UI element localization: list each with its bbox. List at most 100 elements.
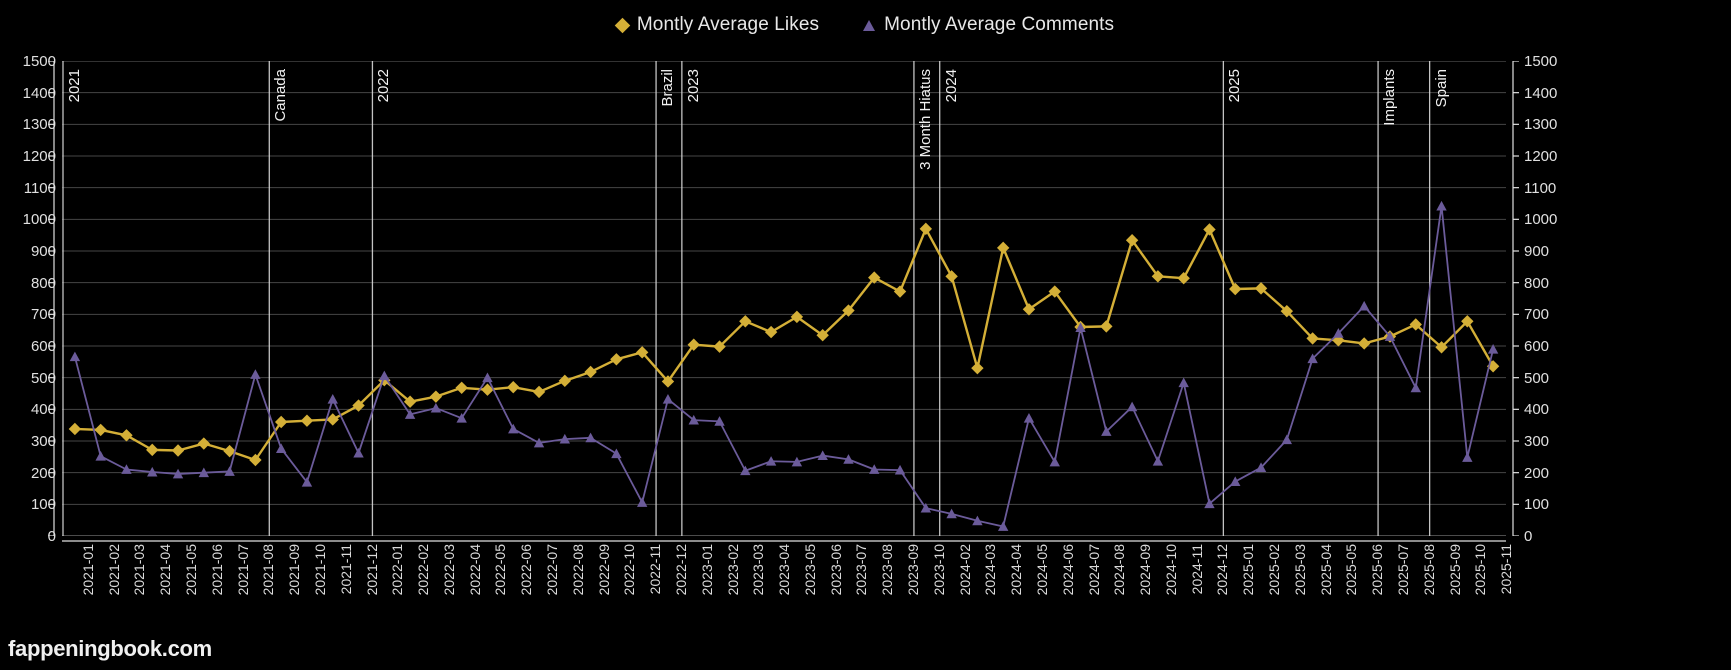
x-axis-tick-label: 2021-02	[105, 544, 122, 596]
data-point-marker	[662, 394, 674, 404]
data-point-marker	[790, 310, 804, 324]
x-axis: 2021-01 2021-02 2021-03 2021-04 2021-05 2021-…	[62, 540, 1514, 660]
diamond-marker-icon	[614, 17, 631, 33]
data-point-marker	[379, 370, 390, 381]
x-axis-tick-label: 2025-05	[1343, 544, 1360, 596]
x-axis-tick-label: 2022-11	[647, 544, 664, 595]
y-axis-tick-label-left: 1300	[22, 116, 56, 134]
data-point-marker	[1125, 234, 1139, 247]
data-point-marker	[223, 444, 236, 458]
data-point-marker	[274, 415, 288, 429]
data-point-marker	[482, 372, 493, 383]
event-annotation-label: Implants	[1381, 69, 1399, 126]
data-point-marker	[69, 351, 81, 362]
data-point-marker	[1333, 328, 1344, 338]
data-point-marker	[68, 422, 82, 436]
data-point-marker	[1229, 282, 1242, 296]
data-point-marker	[842, 304, 855, 317]
data-point-marker	[636, 497, 648, 507]
legend-item-likes[interactable]: Montly Average Likes	[614, 14, 820, 36]
x-axis-tick-label: 2025-07	[1394, 544, 1411, 596]
x-axis-tick-label: 2021-09	[286, 544, 303, 596]
x-axis-tick-label: 2023-04	[776, 544, 793, 596]
legend-item-comments[interactable]: Montly Average Comments	[863, 14, 1114, 36]
x-axis-tick-label: 2023-07	[853, 544, 870, 596]
data-point-marker	[558, 374, 572, 388]
data-point-marker	[687, 338, 700, 351]
x-axis-tick-label: 2025-11	[1498, 544, 1515, 595]
data-point-marker	[971, 361, 984, 375]
data-point-marker	[893, 285, 907, 298]
data-point-marker	[919, 222, 933, 236]
data-point-marker	[121, 464, 132, 474]
data-point-marker	[1126, 401, 1138, 412]
data-point-marker	[1022, 303, 1036, 316]
data-point-marker	[532, 385, 546, 399]
data-point-marker	[429, 390, 443, 403]
chart-legend: Montly Average Likes Montly Average Comm…	[0, 14, 1731, 36]
data-point-marker	[997, 521, 1009, 531]
data-point-marker	[661, 375, 675, 388]
data-point-marker	[249, 453, 262, 467]
event-annotation-label: 3 Month Hiatus	[916, 69, 934, 170]
data-point-marker	[403, 395, 417, 408]
data-point-marker	[95, 451, 106, 461]
data-point-marker	[352, 399, 365, 412]
x-axis-tick-label: 2024-07	[1085, 544, 1102, 596]
x-axis-tick-label: 2024-12	[1214, 544, 1231, 596]
y-axis-tick-label-left: 1100	[23, 179, 56, 197]
event-annotation-label: 2023	[684, 69, 702, 103]
data-point-marker	[1075, 322, 1086, 333]
data-point-marker	[945, 270, 958, 283]
data-point-marker	[481, 383, 494, 396]
y-axis-tick-label-left: 600	[30, 338, 56, 355]
data-point-marker	[635, 346, 649, 359]
data-point-marker	[353, 447, 364, 458]
data-point-marker	[1487, 343, 1499, 354]
y-axis-tick-label-right: 1200	[1524, 148, 1558, 165]
data-point-marker	[120, 429, 133, 442]
data-point-marker	[404, 409, 416, 419]
x-axis-tick-label: 2021-08	[260, 544, 277, 596]
data-point-marker	[1436, 200, 1447, 211]
y-axis-tick-label-right: 200	[1524, 464, 1550, 482]
chart-canvas	[62, 61, 1506, 536]
y-axis-tick-label-left: 1200	[22, 148, 56, 165]
data-point-marker	[1152, 456, 1164, 466]
data-point-marker	[507, 380, 520, 394]
y-axis-tick-label-right: 600	[1524, 338, 1550, 355]
data-point-marker	[1178, 377, 1189, 388]
x-axis-tick-label: 2021-03	[131, 544, 148, 596]
y-axis-tick-label-right: 0	[1524, 528, 1533, 545]
data-point-marker	[533, 437, 545, 448]
data-point-marker	[869, 464, 880, 474]
data-point-marker	[327, 394, 338, 404]
plot-area: 2021 Canada 2022 Brazil 2023 3 Month Hiatus 20…	[62, 61, 1506, 536]
data-point-marker	[1255, 462, 1267, 473]
data-point-marker	[1204, 498, 1215, 509]
y-axis-tick-label-right: 500	[1524, 369, 1550, 387]
data-point-marker	[894, 464, 906, 475]
y-axis-tick-label-left: 1400	[22, 84, 56, 102]
data-point-marker	[1280, 304, 1294, 318]
data-point-marker	[1307, 353, 1318, 364]
data-point-marker	[765, 456, 777, 466]
y-axis-tick-label-left: 900	[30, 243, 56, 260]
data-point-marker	[816, 329, 829, 342]
data-point-marker	[843, 454, 854, 464]
y-axis-tick-label-right: 1100	[1524, 179, 1557, 197]
event-annotation-label: 2024	[942, 69, 960, 103]
y-axis-tick-label-right: 1300	[1524, 116, 1558, 134]
triangle-marker-icon	[863, 19, 876, 31]
data-point-marker	[1023, 413, 1035, 423]
legend-label-likes: Montly Average Likes	[636, 14, 820, 35]
x-axis-tick-label: 2021-05	[183, 544, 200, 596]
y-axis-tick-label-left: 300	[30, 433, 56, 450]
data-point-marker	[1384, 331, 1396, 341]
data-point-marker	[1230, 476, 1241, 486]
data-point-marker	[868, 271, 881, 284]
data-point-marker	[508, 423, 519, 434]
data-point-marker	[610, 353, 623, 366]
legend-label-comments: Montly Average Comments	[884, 14, 1115, 35]
x-axis-tick-label: 2025-03	[1291, 544, 1308, 596]
